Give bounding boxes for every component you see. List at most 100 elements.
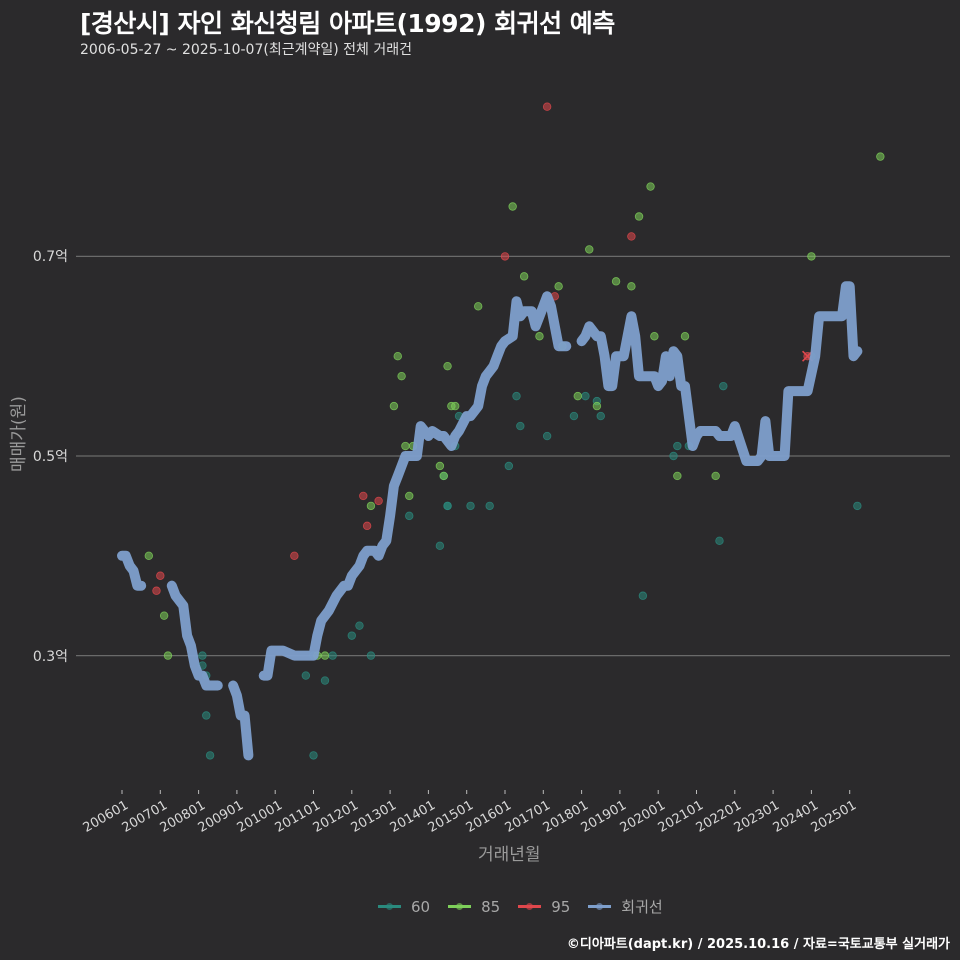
- data-point-85: [646, 182, 655, 191]
- data-point-95: [152, 586, 161, 595]
- data-point-60: [355, 621, 364, 630]
- data-point-85: [435, 461, 445, 471]
- legend-swatch-regression-icon: [588, 903, 612, 910]
- data-point-60: [669, 451, 678, 461]
- data-point-60: [347, 631, 356, 640]
- data-point-85: [443, 361, 452, 371]
- data-point-85: [585, 245, 594, 254]
- data-point-85: [627, 282, 636, 291]
- data-point-85: [159, 611, 169, 620]
- data-point-85: [163, 651, 173, 660]
- data-point-85: [611, 277, 621, 286]
- data-point-95: [374, 496, 383, 506]
- data-point-60: [719, 381, 728, 391]
- data-point-85: [397, 371, 406, 381]
- data-point-60: [466, 501, 475, 511]
- regression-line: [117, 281, 863, 761]
- x-tick-marks: [121, 790, 851, 794]
- data-point-85: [554, 282, 563, 291]
- y-tick-label: 0.3억: [32, 648, 68, 665]
- regression-line-segment: [166, 580, 223, 691]
- legend-label: 60: [411, 897, 431, 916]
- data-point-95: [156, 571, 165, 580]
- data-point-60: [581, 391, 590, 401]
- data-point-85: [680, 332, 690, 341]
- data-point-95: [542, 102, 552, 111]
- legend-label: 85: [481, 897, 501, 916]
- gridlines: [76, 255, 950, 657]
- data-point-60: [435, 541, 445, 551]
- data-point-85: [508, 202, 517, 211]
- data-point-85: [389, 401, 399, 411]
- data-point-85: [473, 302, 483, 311]
- data-point-85: [535, 332, 544, 341]
- chart-subtitle: 2006-05-27 ~ 2025-10-07(최근계약일) 전체 거래건: [80, 42, 412, 58]
- data-point-60: [320, 676, 330, 685]
- data-point-60: [569, 411, 579, 421]
- data-point-85: [393, 352, 402, 361]
- legend-item-60: 60: [378, 898, 430, 916]
- data-point-60: [638, 591, 648, 600]
- data-point-85: [320, 651, 330, 660]
- legend-swatch-60-icon: [378, 903, 401, 910]
- data-point-85: [519, 272, 529, 281]
- data-point-95: [359, 491, 368, 501]
- data-point-85: [807, 252, 816, 261]
- data-point-60: [198, 651, 207, 660]
- data-point-85: [366, 501, 376, 511]
- regression-line-segment: [228, 680, 254, 761]
- data-point-95: [627, 232, 636, 241]
- data-point-85: [144, 551, 154, 560]
- data-point-60: [202, 711, 211, 720]
- y-tick-label: 0.7억: [32, 249, 68, 266]
- legend-item-regression: 회귀선: [588, 896, 663, 917]
- legend-swatch-95-icon: [518, 903, 542, 910]
- regression-line-segment: [576, 281, 863, 466]
- data-point-60: [205, 751, 215, 760]
- data-point-85: [634, 212, 644, 221]
- scatter-points: [144, 102, 885, 760]
- data-point-85: [711, 471, 720, 481]
- y-tick-label: 0.5억: [32, 449, 68, 465]
- data-point-95: [500, 252, 510, 261]
- data-point-60: [309, 751, 318, 760]
- data-point-60: [853, 501, 862, 511]
- data-point-60: [516, 421, 525, 431]
- data-point-60: [673, 441, 682, 451]
- legend-item-85: 85: [448, 898, 500, 916]
- data-point-85: [573, 391, 582, 401]
- data-point-95: [362, 521, 372, 531]
- data-point-85: [876, 152, 885, 161]
- regression-line-segment: [117, 550, 147, 591]
- data-point-60: [366, 651, 376, 660]
- data-point-95: [290, 551, 299, 560]
- data-point-85: [405, 491, 414, 501]
- data-point-85: [650, 332, 659, 341]
- data-point-60: [328, 651, 337, 660]
- data-point-60: [542, 431, 552, 441]
- source-credit: ©디아파트(dapt.kr) / 2025.10.16 / 자료=국토교통부 실…: [566, 937, 950, 952]
- data-point-85: [592, 401, 602, 411]
- legend-swatch-85-icon: [448, 903, 472, 910]
- data-point-85: [673, 471, 682, 481]
- data-point-85: [439, 471, 448, 481]
- data-point-60: [715, 536, 724, 546]
- data-point-85: [451, 401, 460, 411]
- chart-title: [경산시] 자인 화신청림 아파트(1992) 회귀선 예측: [80, 9, 615, 38]
- data-point-60: [485, 501, 494, 511]
- y-axis-label: 매매가(원): [9, 396, 29, 472]
- data-point-85: [401, 441, 410, 451]
- legend-item-95: 95: [518, 898, 570, 916]
- legend-label: 회귀선: [621, 898, 663, 916]
- regression-line-segment: [258, 291, 572, 681]
- data-point-60: [301, 671, 311, 680]
- legend: 60 85 95 회귀선: [378, 896, 663, 917]
- data-point-60: [512, 391, 521, 401]
- legend-label: 95: [551, 897, 571, 916]
- data-point-60: [443, 501, 452, 511]
- data-point-60: [405, 511, 414, 521]
- data-point-60: [504, 461, 514, 471]
- data-point-60: [596, 411, 605, 421]
- x-axis-label: 거래년월: [478, 845, 541, 865]
